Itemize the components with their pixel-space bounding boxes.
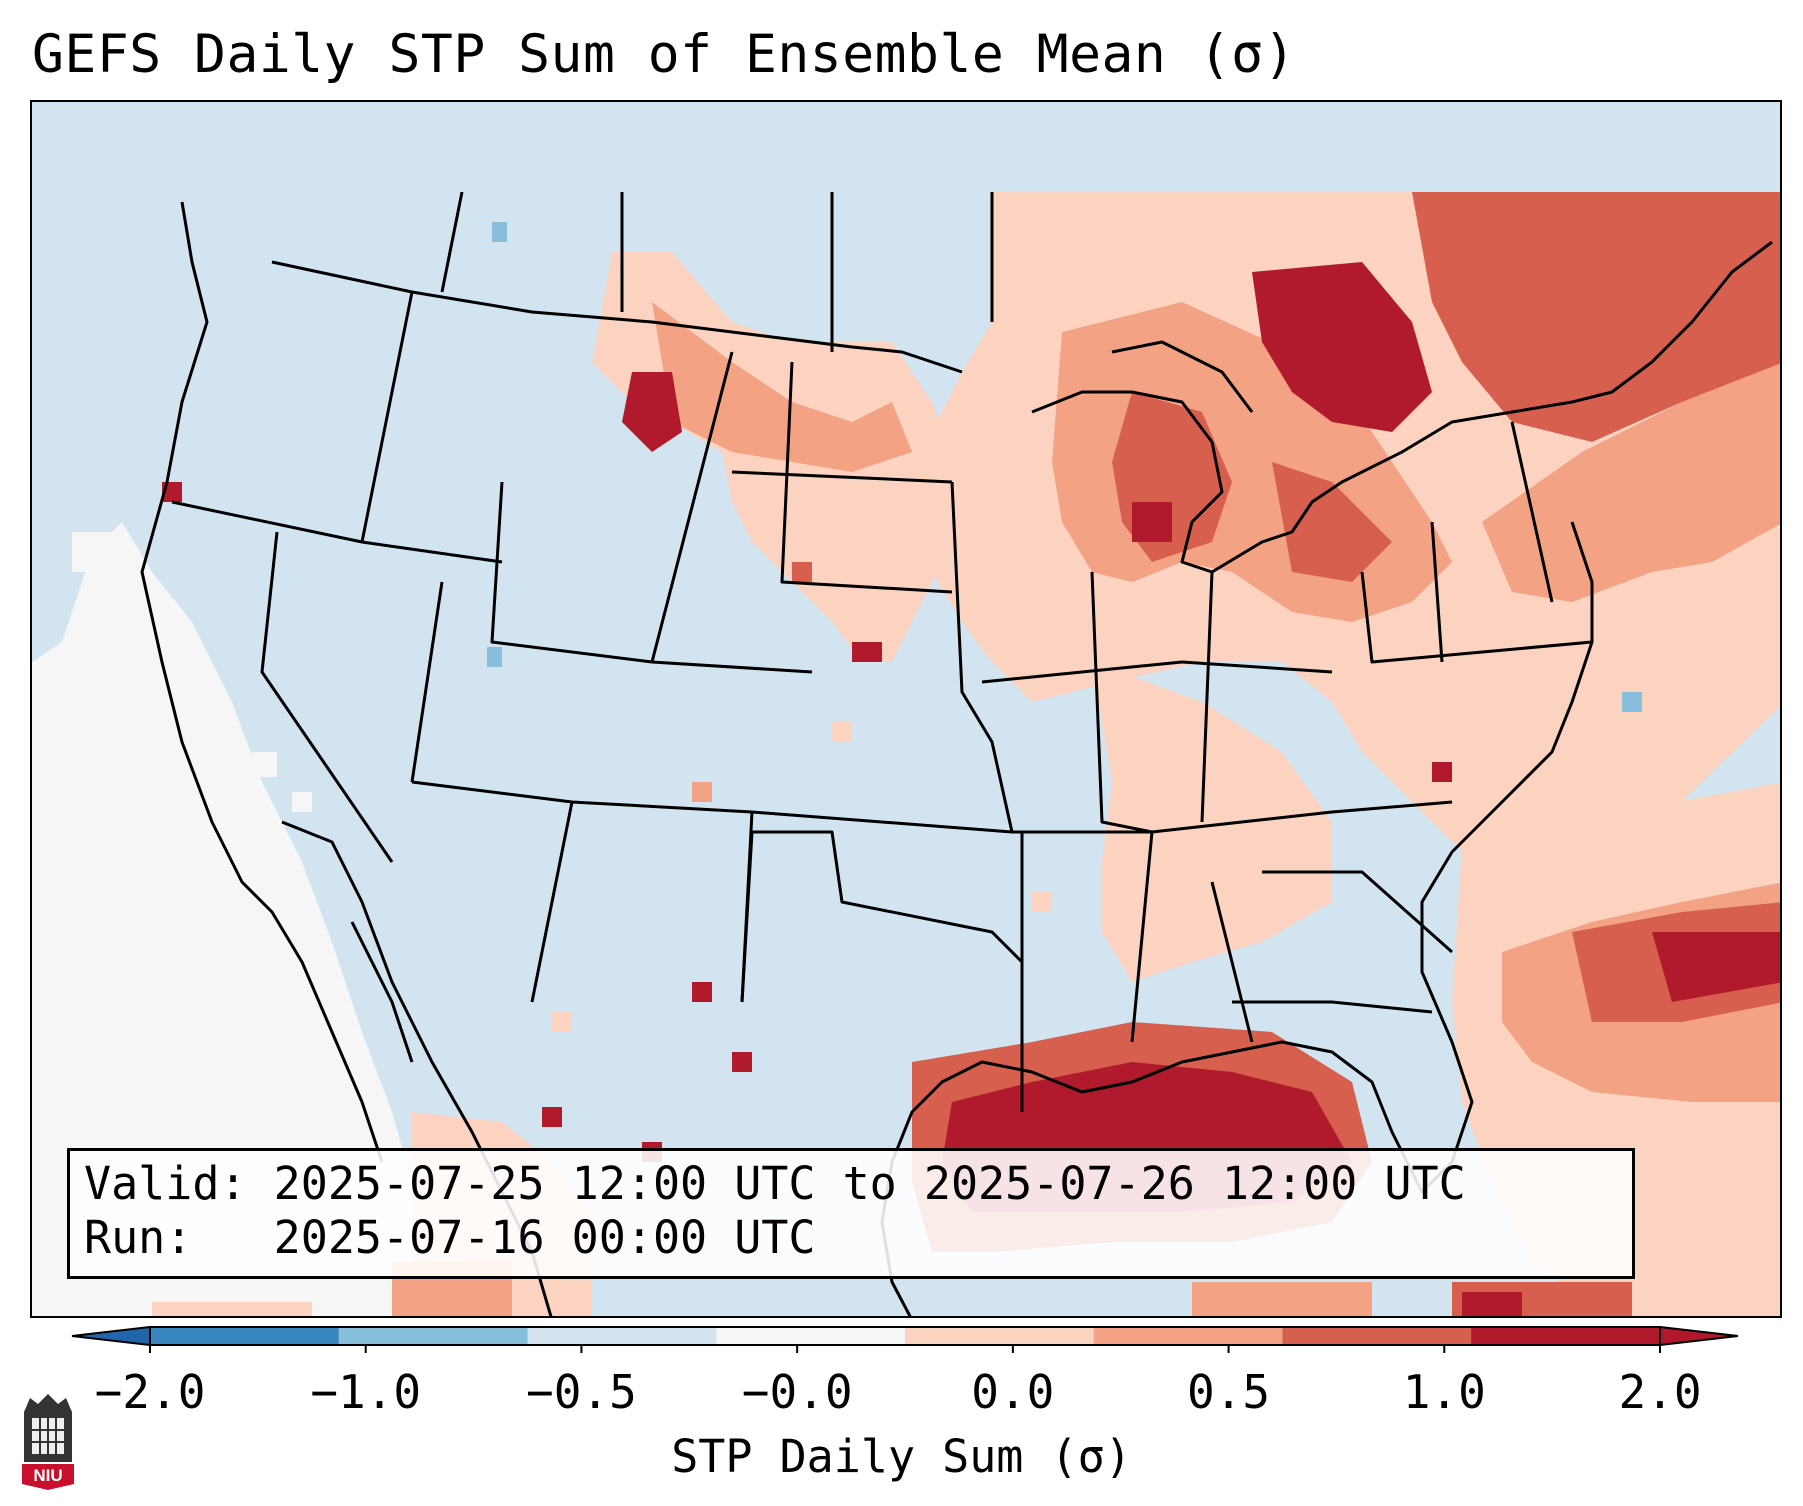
map-panel [30,100,1782,1318]
colorbar-segment [716,1327,906,1345]
colorbar-segment [150,1327,340,1345]
colorbar-segment [527,1327,717,1345]
pacific-near-zero-area [32,522,451,1316]
colorbar-tick-label: −2.0 [94,1365,206,1419]
colorbar-tick-label: 0.5 [1187,1365,1271,1419]
colorbar-tick-label: −1.0 [310,1365,422,1419]
colorbar-extend-high [1659,1325,1739,1347]
logo-text: NIU [33,1466,63,1485]
colorbar-label: STP Daily Sum (σ) [671,1430,1132,1483]
valid-run-info-box: Valid: 2025-07-25 12:00 UTC to 2025-07-2… [67,1148,1635,1279]
colorbar-segment [1093,1327,1283,1345]
colorbar-extend-low [71,1325,151,1347]
colorbar-tick-label: 0.0 [971,1365,1055,1419]
colorbar-segment [338,1327,528,1345]
colorbar-tick-label: −0.0 [741,1365,853,1419]
valid-time-text: Valid: 2025-07-25 12:00 UTC to 2025-07-2… [84,1157,1466,1210]
colorbar-tick-label: 2.0 [1618,1365,1702,1419]
run-time-text: Run: 2025-07-16 00:00 UTC [84,1211,816,1264]
niu-logo: NIU [20,1392,76,1490]
political-boundaries [140,191,1773,1316]
colorbar [71,1325,1739,1353]
map-canvas [32,102,1780,1316]
colorbar-tick-label: 1.0 [1402,1365,1486,1419]
colorbar-segment [905,1327,1095,1345]
niu-logo-icon [22,1394,74,1490]
colorbar-segment [1282,1327,1472,1345]
colorbar-segment [1471,1327,1661,1345]
colorbar-tick-label: −0.5 [526,1365,637,1419]
scattered-stp-pixels [162,222,1642,1162]
colorbar-outline [149,1326,1661,1346]
chart-title: GEFS Daily STP Sum of Ensemble Mean (σ) [32,24,1296,85]
